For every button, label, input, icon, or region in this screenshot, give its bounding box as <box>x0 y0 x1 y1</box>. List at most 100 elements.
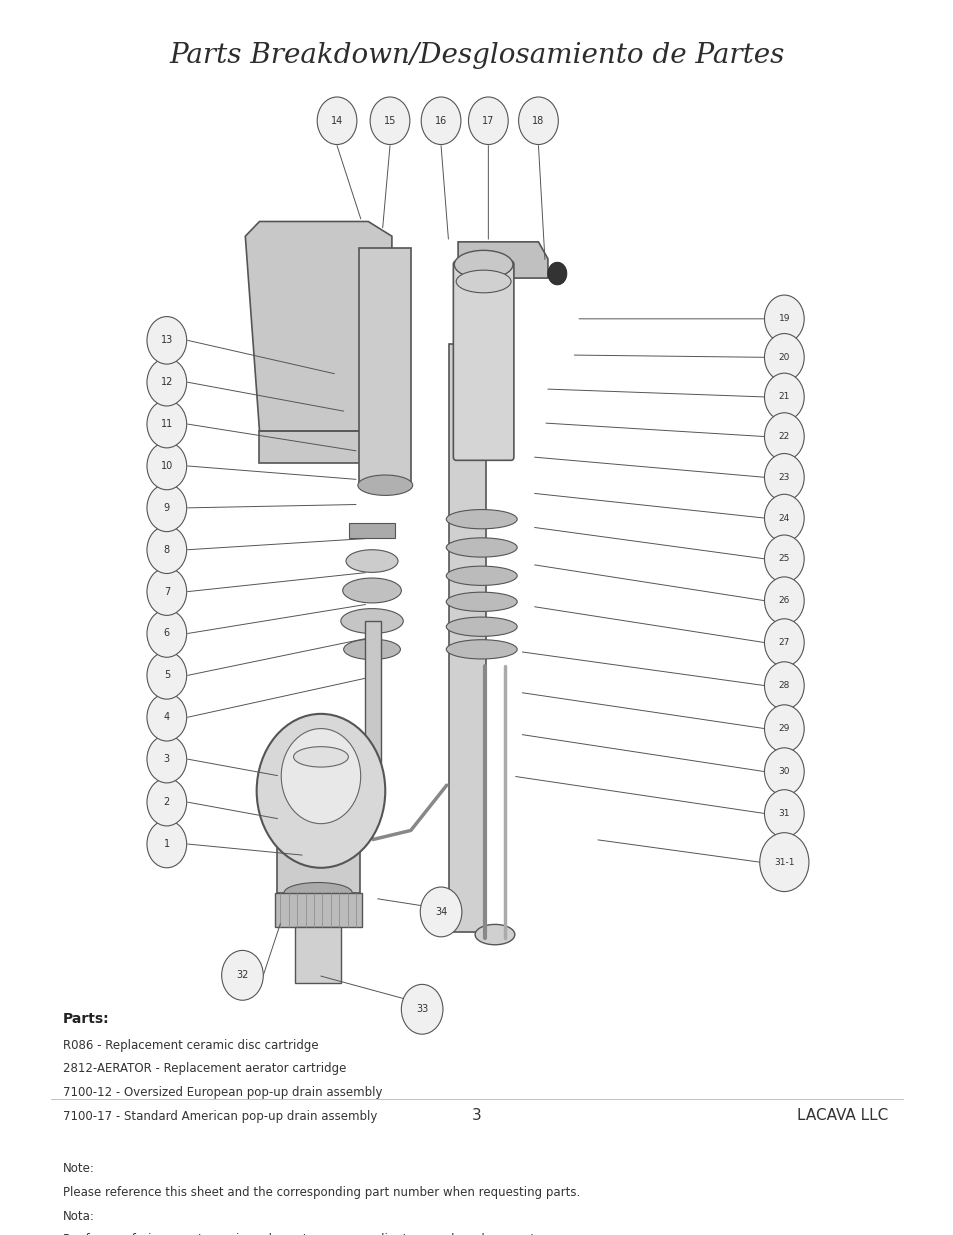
Text: 17: 17 <box>481 116 494 126</box>
Circle shape <box>763 295 803 342</box>
Circle shape <box>763 453 803 501</box>
Ellipse shape <box>446 566 517 585</box>
Circle shape <box>763 535 803 583</box>
Text: 28: 28 <box>778 680 789 690</box>
Text: 30: 30 <box>778 767 789 776</box>
Circle shape <box>147 735 187 783</box>
FancyBboxPatch shape <box>259 431 392 463</box>
Text: 12: 12 <box>160 377 172 388</box>
Ellipse shape <box>456 270 511 293</box>
Circle shape <box>763 789 803 837</box>
Text: 26: 26 <box>778 597 789 605</box>
Polygon shape <box>457 242 547 278</box>
Circle shape <box>763 619 803 667</box>
Circle shape <box>147 694 187 741</box>
Circle shape <box>468 98 508 144</box>
Text: 7: 7 <box>164 587 170 597</box>
Circle shape <box>147 652 187 699</box>
Text: 20: 20 <box>778 353 789 362</box>
Ellipse shape <box>343 640 400 659</box>
FancyBboxPatch shape <box>274 893 361 926</box>
Text: 24: 24 <box>778 514 789 522</box>
Circle shape <box>763 373 803 421</box>
Text: 8: 8 <box>164 545 170 555</box>
Text: 34: 34 <box>435 906 447 916</box>
Ellipse shape <box>446 538 517 557</box>
Text: 13: 13 <box>160 336 172 346</box>
Circle shape <box>547 262 566 285</box>
Circle shape <box>420 887 461 937</box>
Circle shape <box>763 412 803 461</box>
Ellipse shape <box>446 640 517 659</box>
Text: 31: 31 <box>778 809 789 818</box>
Circle shape <box>316 98 356 144</box>
Text: 23: 23 <box>778 473 789 482</box>
Circle shape <box>763 705 803 752</box>
FancyBboxPatch shape <box>276 808 359 893</box>
Circle shape <box>147 778 187 826</box>
Text: 31-1: 31-1 <box>773 857 794 867</box>
Text: 29: 29 <box>778 724 789 734</box>
Text: 6: 6 <box>164 629 170 638</box>
Ellipse shape <box>475 924 515 945</box>
Ellipse shape <box>342 578 401 603</box>
Ellipse shape <box>446 618 517 636</box>
Circle shape <box>763 494 803 542</box>
Circle shape <box>370 98 410 144</box>
FancyBboxPatch shape <box>295 926 340 983</box>
Circle shape <box>147 316 187 364</box>
Text: 2812-AERATOR - Replacement aerator cartridge: 2812-AERATOR - Replacement aerator cartr… <box>63 1062 346 1076</box>
Circle shape <box>763 662 803 709</box>
Text: 1: 1 <box>164 839 170 848</box>
FancyBboxPatch shape <box>358 247 411 485</box>
Text: Note:: Note: <box>63 1162 94 1174</box>
Text: 27: 27 <box>778 638 789 647</box>
Circle shape <box>281 729 360 824</box>
Text: 32: 32 <box>236 971 249 981</box>
FancyBboxPatch shape <box>365 621 380 762</box>
Ellipse shape <box>446 592 517 611</box>
Text: 10: 10 <box>160 461 172 471</box>
Text: Parts Breakdown/Desglosamiento de Partes: Parts Breakdown/Desglosamiento de Partes <box>169 42 784 69</box>
Text: LACAVA LLC: LACAVA LLC <box>797 1108 887 1123</box>
Ellipse shape <box>357 475 413 495</box>
Polygon shape <box>245 221 392 431</box>
Circle shape <box>763 577 803 625</box>
Circle shape <box>518 98 558 144</box>
Circle shape <box>256 714 385 868</box>
Text: 18: 18 <box>532 116 544 126</box>
Text: Nota:: Nota: <box>63 1209 94 1223</box>
Circle shape <box>147 568 187 615</box>
Text: Por favor referirse a esta pagina y la parte correspondiente cuando ordene parte: Por favor referirse a esta pagina y la p… <box>63 1234 552 1235</box>
Text: 5: 5 <box>164 671 170 680</box>
Text: 9: 9 <box>164 503 170 513</box>
Circle shape <box>401 984 442 1034</box>
Circle shape <box>759 832 808 892</box>
Text: 25: 25 <box>778 555 789 563</box>
Ellipse shape <box>446 510 517 529</box>
Ellipse shape <box>284 883 352 903</box>
FancyBboxPatch shape <box>349 522 395 538</box>
FancyBboxPatch shape <box>453 261 514 461</box>
Text: 15: 15 <box>383 116 395 126</box>
Text: 22: 22 <box>778 432 789 441</box>
Text: 7100-17 - Standard American pop-up drain assembly: 7100-17 - Standard American pop-up drain… <box>63 1110 376 1123</box>
Circle shape <box>221 951 263 1000</box>
Circle shape <box>147 400 187 448</box>
Circle shape <box>147 484 187 531</box>
Text: 21: 21 <box>778 393 789 401</box>
Text: 4: 4 <box>164 713 170 722</box>
Circle shape <box>147 442 187 490</box>
Circle shape <box>147 820 187 868</box>
Ellipse shape <box>454 251 513 279</box>
Ellipse shape <box>294 747 348 767</box>
Text: Please reference this sheet and the corresponding part number when requesting pa: Please reference this sheet and the corr… <box>63 1186 579 1199</box>
Circle shape <box>421 98 460 144</box>
Text: 19: 19 <box>778 315 789 324</box>
Circle shape <box>147 358 187 406</box>
Text: Parts:: Parts: <box>63 1011 110 1025</box>
Text: 2: 2 <box>164 797 170 808</box>
Circle shape <box>147 610 187 657</box>
Text: 7100-12 - Oversized European pop-up drain assembly: 7100-12 - Oversized European pop-up drai… <box>63 1087 382 1099</box>
Ellipse shape <box>340 609 403 634</box>
